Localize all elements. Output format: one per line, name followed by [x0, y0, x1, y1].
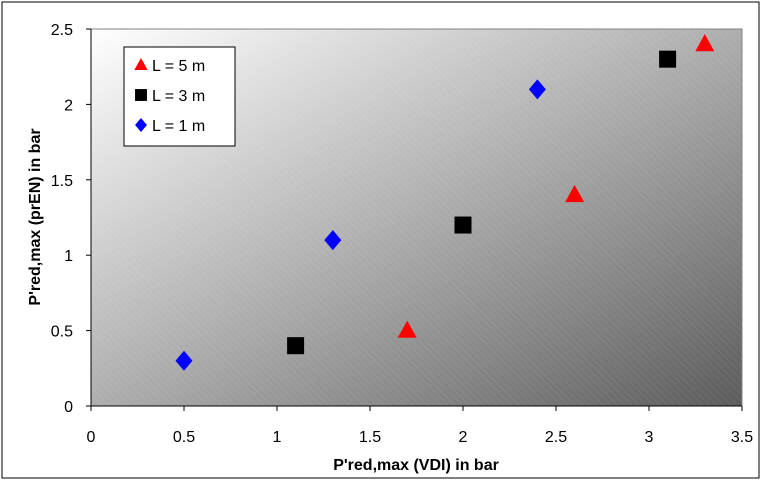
- y-axis-label: P'red,max (prEN) in bar: [27, 128, 44, 305]
- legend-label: L = 3 m: [152, 88, 205, 105]
- x-axis-ticks: 0 0.5 1 1.5 2 2.5 3 3.5: [87, 406, 753, 446]
- x-axis-label: P'red,max (VDI) in bar: [333, 457, 499, 474]
- legend-label: L = 1 m: [152, 118, 205, 135]
- data-points: [175, 34, 715, 371]
- x-tick-label: 0: [87, 429, 96, 446]
- x-tick-label: 2: [459, 429, 468, 446]
- legend-diamond-icon: [135, 118, 147, 132]
- legend-triangle-icon: [134, 58, 148, 71]
- triangle-point: [397, 320, 417, 338]
- square-point: [659, 50, 677, 68]
- y-axis-ticks: 0 0.5 1 1.5 2 2.5: [51, 22, 91, 416]
- diamond-point: [175, 350, 193, 371]
- diamond-point: [324, 230, 342, 251]
- x-tick-label: 3: [645, 429, 654, 446]
- triangle-point: [695, 34, 715, 52]
- diamond-point: [528, 79, 546, 100]
- x-tick-label: 0.5: [173, 429, 195, 446]
- legend-square-icon: [135, 89, 147, 101]
- y-tick-label: 0: [64, 399, 73, 416]
- legend: L = 5 m L = 3 m L = 1 m: [123, 46, 236, 147]
- x-tick-label: 2.5: [545, 429, 567, 446]
- x-tick-label: 1: [273, 429, 282, 446]
- y-tick-label: 2: [64, 97, 73, 114]
- legend-label: L = 5 m: [152, 58, 205, 75]
- square-point: [454, 216, 472, 234]
- square-point: [287, 337, 305, 355]
- x-tick-label: 3.5: [731, 429, 753, 446]
- y-tick-label: 1: [64, 248, 73, 265]
- y-tick-label: 0.5: [51, 324, 73, 341]
- x-tick-label: 1.5: [359, 429, 381, 446]
- y-tick-label: 1.5: [51, 173, 73, 190]
- y-tick-label: 2.5: [51, 22, 73, 39]
- triangle-point: [565, 184, 585, 203]
